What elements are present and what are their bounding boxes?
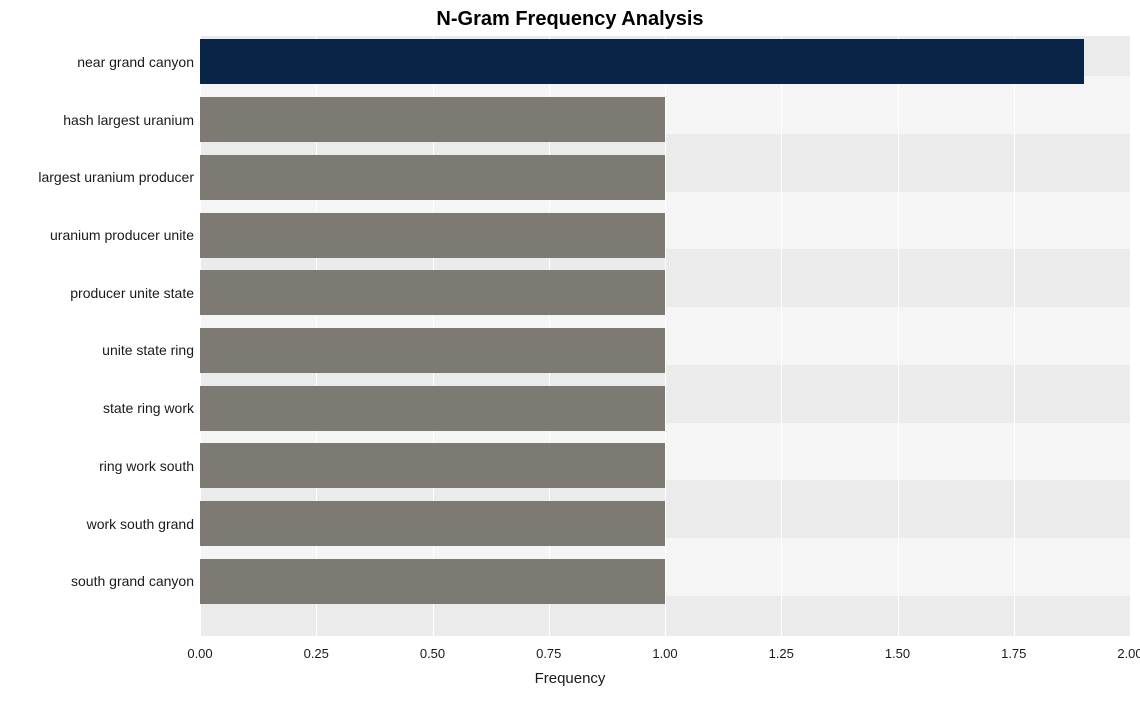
bar: [200, 97, 665, 142]
ngram-frequency-chart: N-Gram Frequency Analysis near grand can…: [0, 0, 1140, 701]
x-tick-label: 1.50: [885, 646, 910, 661]
bar: [200, 39, 1084, 84]
y-tick-label: hash largest uranium: [0, 112, 194, 128]
x-axis-title: Frequency: [0, 670, 1140, 687]
gridline: [1014, 36, 1015, 636]
plot-area: [200, 36, 1130, 636]
x-tick-label: 0.50: [420, 646, 445, 661]
bar: [200, 386, 665, 431]
bar: [200, 501, 665, 546]
gridline: [665, 36, 666, 636]
x-tick-label: 0.75: [536, 646, 561, 661]
x-tick-label: 1.25: [769, 646, 794, 661]
bar: [200, 443, 665, 488]
x-tick-label: 0.25: [304, 646, 329, 661]
y-tick-label: south grand canyon: [0, 573, 194, 589]
bar: [200, 270, 665, 315]
y-tick-label: unite state ring: [0, 342, 194, 358]
gridline: [781, 36, 782, 636]
y-tick-label: near grand canyon: [0, 54, 194, 70]
x-tick-label: 1.75: [1001, 646, 1026, 661]
bar: [200, 155, 665, 200]
x-tick-label: 0.00: [187, 646, 212, 661]
bar: [200, 328, 665, 373]
x-tick-label: 1.00: [652, 646, 677, 661]
y-tick-label: uranium producer unite: [0, 227, 194, 243]
y-tick-label: producer unite state: [0, 285, 194, 301]
bar: [200, 213, 665, 258]
y-tick-label: work south grand: [0, 516, 194, 532]
y-tick-label: state ring work: [0, 400, 194, 416]
chart-title: N-Gram Frequency Analysis: [0, 8, 1140, 31]
bar: [200, 559, 665, 604]
x-tick-label: 2.00: [1117, 646, 1140, 661]
gridline: [1130, 36, 1131, 636]
y-tick-label: ring work south: [0, 458, 194, 474]
y-tick-label: largest uranium producer: [0, 169, 194, 185]
gridline: [898, 36, 899, 636]
